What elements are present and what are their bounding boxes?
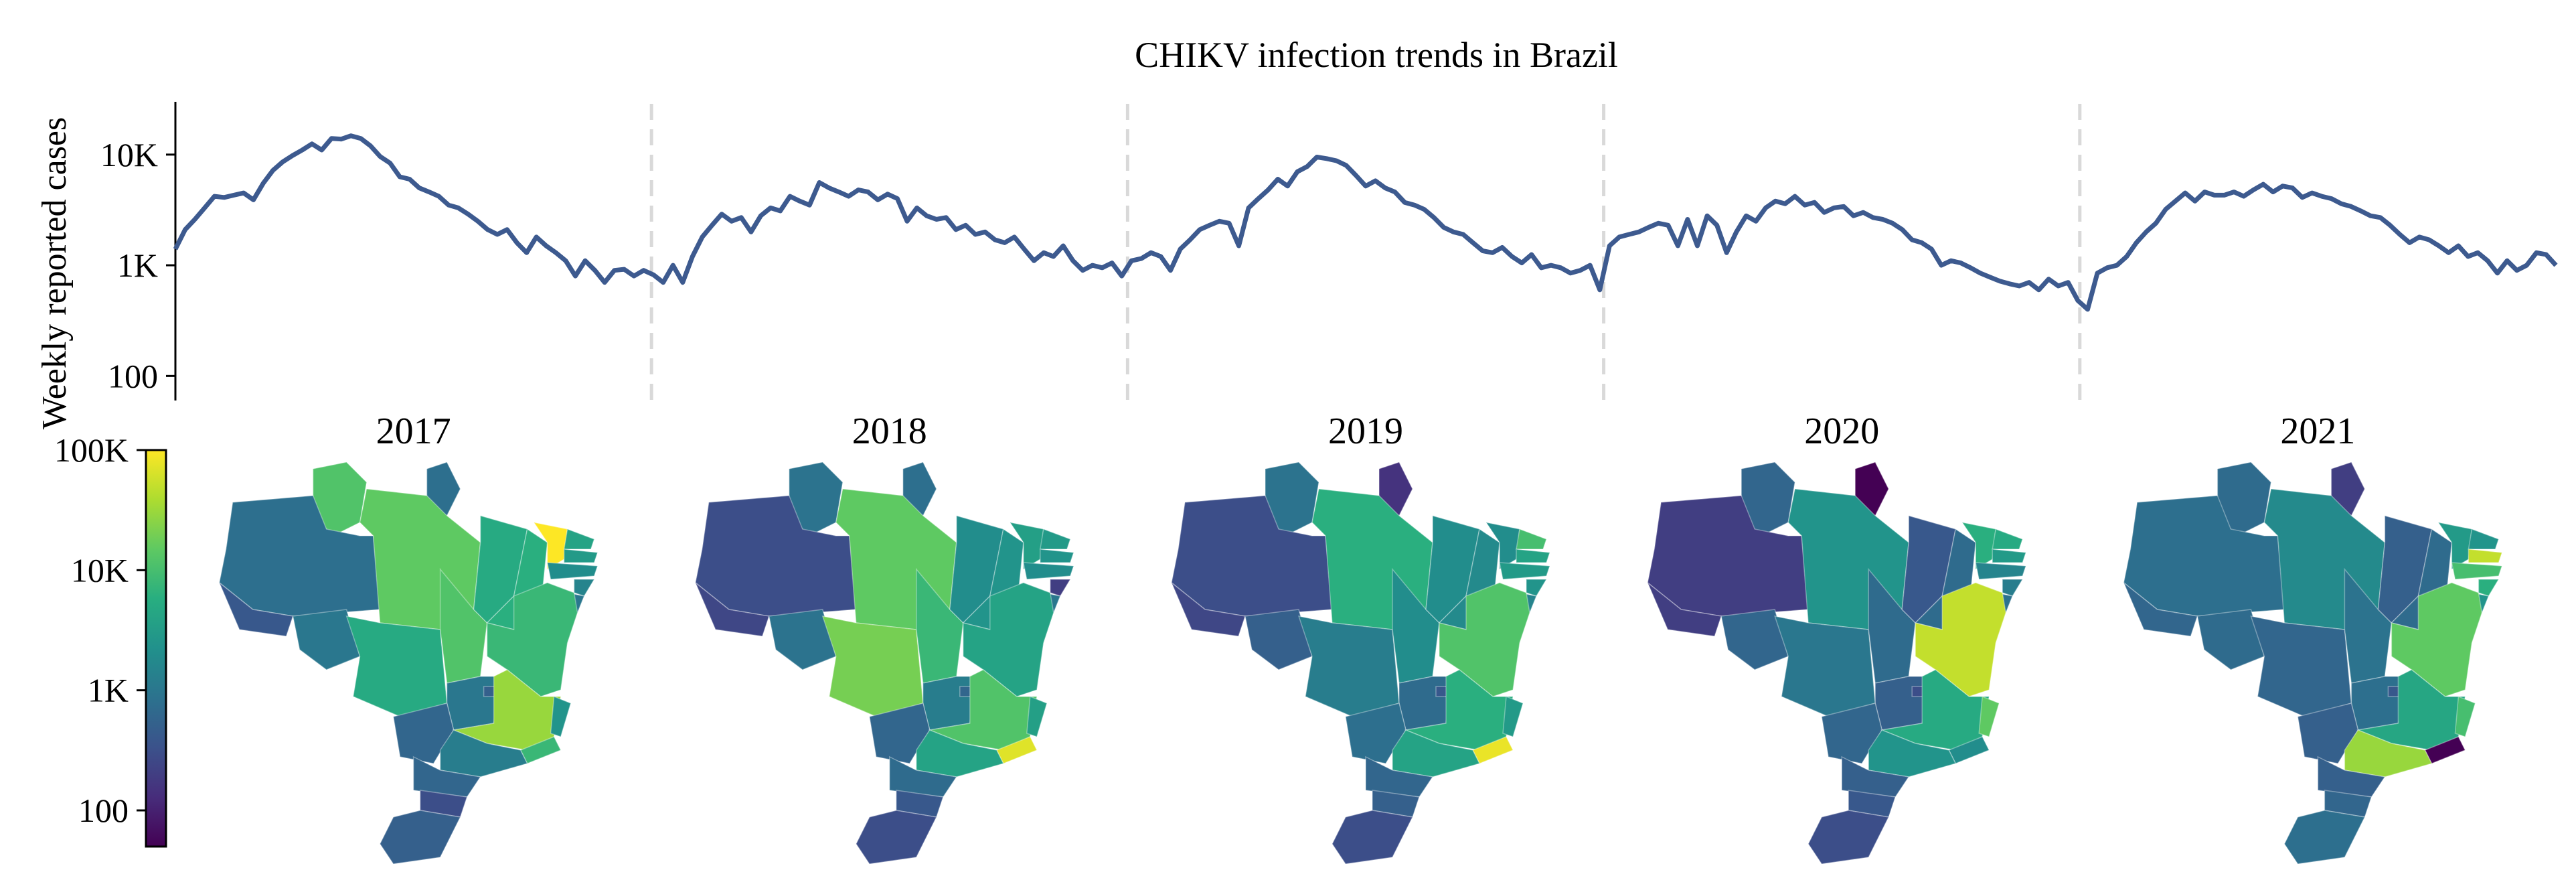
state-SP-2020 <box>1868 729 1957 778</box>
state-ES-2017 <box>550 695 572 737</box>
choropleth-maps: 2017 2018 2019 2020 2021 <box>218 411 2503 865</box>
state-RO-2018 <box>768 609 837 670</box>
colorbar-tick-label: 10K <box>71 551 129 589</box>
state-AC-2017 <box>218 582 294 637</box>
state-AL-2017 <box>573 579 595 597</box>
colorbar-tick-label: 1K <box>88 672 129 709</box>
year-label: 2019 <box>1328 411 1403 452</box>
colorbar <box>145 449 167 848</box>
state-AC-2018 <box>695 582 770 637</box>
state-PB-2021 <box>2468 549 2503 563</box>
state-PB-2019 <box>1516 549 1551 563</box>
state-AL-2019 <box>1526 579 1548 597</box>
state-PR-2018 <box>889 755 958 798</box>
state-PR-2017 <box>412 755 481 798</box>
state-AL-2021 <box>2478 579 2500 597</box>
y-tick-label: 1K <box>117 246 158 284</box>
series-line <box>173 133 2558 312</box>
state-MT-2018 <box>821 615 924 717</box>
state-BA-2020 <box>1915 582 2006 697</box>
state-PB-2020 <box>1992 549 2027 563</box>
state-ES-2021 <box>2454 695 2476 737</box>
year-label: 2021 <box>2280 411 2355 452</box>
state-GO-2017 <box>446 676 501 731</box>
map-2017 <box>218 461 598 865</box>
state-PR-2019 <box>1365 755 1434 798</box>
state-RN-2019 <box>1516 528 1547 550</box>
state-RN-2021 <box>2468 528 2500 550</box>
state-GO-2019 <box>1398 676 1453 731</box>
state-PB-2018 <box>1040 549 1074 563</box>
state-PE-2020 <box>1975 562 2027 580</box>
map-2019 <box>1171 461 1551 865</box>
y-tick-label: 10K <box>100 136 158 173</box>
state-MT-2017 <box>345 615 448 717</box>
state-RN-2018 <box>1039 528 1071 550</box>
map-2020 <box>1647 461 2027 865</box>
state-GO-2018 <box>922 676 977 731</box>
state-SP-2018 <box>916 729 1004 778</box>
state-ES-2020 <box>1978 695 2000 737</box>
map-2021 <box>2123 461 2503 865</box>
state-ES-2019 <box>1502 695 1524 737</box>
state-MT-2019 <box>1297 615 1400 717</box>
state-RS-2021 <box>2283 810 2366 865</box>
y-axis-label: Weekly reported cases <box>35 117 74 429</box>
state-GO-2021 <box>2350 676 2406 731</box>
state-ES-2018 <box>1026 695 1048 737</box>
state-BA-2018 <box>963 582 1054 697</box>
state-MT-2020 <box>1774 615 1876 717</box>
state-RN-2017 <box>563 528 595 550</box>
state-RS-2018 <box>855 810 937 865</box>
state-AL-2020 <box>2002 579 2024 597</box>
state-GO-2020 <box>1874 676 1930 731</box>
state-RO-2019 <box>1244 609 1313 670</box>
state-PB-2017 <box>563 549 598 563</box>
y-tick-label: 100 <box>108 357 158 394</box>
state-RN-2020 <box>1992 528 2024 550</box>
state-PE-2021 <box>2451 562 2503 580</box>
state-MT-2021 <box>2250 615 2352 717</box>
map-2018 <box>694 461 1074 865</box>
state-RO-2017 <box>292 609 361 670</box>
state-SP-2021 <box>2344 729 2433 778</box>
state-BA-2021 <box>2391 582 2483 697</box>
year-label: 2020 <box>1804 411 1879 452</box>
state-RS-2017 <box>379 810 461 865</box>
state-PE-2019 <box>1499 562 1551 580</box>
year-label: 2017 <box>376 411 451 452</box>
colorbar-tick-label: 100K <box>54 431 129 469</box>
state-AC-2021 <box>2123 582 2198 637</box>
y-axis-ticks: 100 1K 10K <box>100 136 175 394</box>
state-PR-2021 <box>2317 755 2386 798</box>
state-RO-2020 <box>1720 609 1789 670</box>
colorbar-tick-label: 100 <box>78 792 129 829</box>
state-RO-2021 <box>2196 609 2265 670</box>
state-SP-2019 <box>1392 729 1481 778</box>
state-AC-2019 <box>1171 582 1246 637</box>
state-PE-2017 <box>546 562 598 580</box>
state-BA-2017 <box>486 582 578 697</box>
state-PE-2018 <box>1022 562 1074 580</box>
state-RS-2020 <box>1807 810 1890 865</box>
year-label: 2018 <box>852 411 927 452</box>
year-separators <box>649 104 2082 401</box>
colorbar-ticks: 100 1K 10K 100K <box>54 431 146 829</box>
state-PR-2020 <box>1841 755 1910 798</box>
chart-title: CHIKV infection trends in Brazil <box>1135 35 1618 75</box>
state-SP-2017 <box>439 729 528 778</box>
state-AL-2018 <box>1050 579 1072 597</box>
state-BA-2019 <box>1439 582 1530 697</box>
state-RS-2019 <box>1332 810 1414 865</box>
state-AC-2020 <box>1647 582 1722 637</box>
